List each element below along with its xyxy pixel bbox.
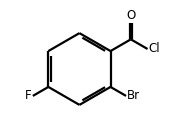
Text: Br: Br <box>127 89 140 102</box>
Text: Cl: Cl <box>149 43 160 55</box>
Text: F: F <box>25 89 32 102</box>
Text: O: O <box>126 10 135 22</box>
